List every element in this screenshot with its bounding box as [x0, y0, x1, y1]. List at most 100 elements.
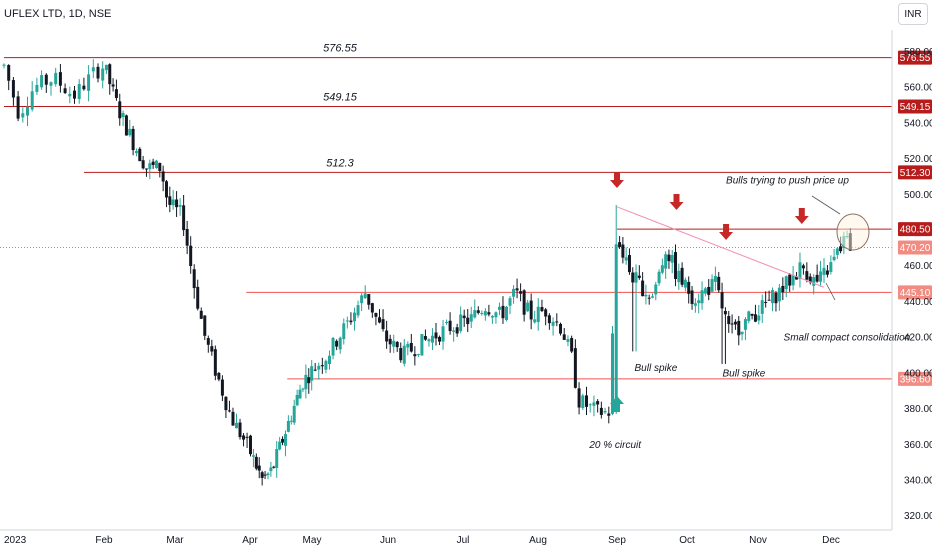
- candle-body: [91, 67, 95, 72]
- x-tick-label: Mar: [166, 535, 184, 546]
- annotation-pointer: [825, 282, 836, 301]
- candle-body: [151, 161, 155, 166]
- candle-body: [272, 466, 276, 468]
- x-tick-label: Aug: [529, 535, 547, 546]
- candle-body: [210, 346, 214, 352]
- current-price-tag-text: 470.20: [900, 243, 931, 254]
- candle-body: [822, 267, 826, 275]
- candle-body: [647, 297, 651, 299]
- candle-body: [68, 93, 72, 97]
- candle-body: [154, 160, 158, 169]
- candle-body: [345, 320, 349, 322]
- candle-body: [245, 436, 249, 438]
- candle-body: [54, 72, 58, 85]
- candle-body: [515, 288, 519, 291]
- candle-body: [385, 330, 389, 342]
- candle-body: [420, 334, 424, 356]
- candle-body: [788, 274, 792, 286]
- x-tick-label: Dec: [822, 535, 840, 546]
- chart-title: UFLEX LTD, 1D, NSE: [4, 8, 111, 20]
- candle-body: [161, 171, 165, 182]
- candle-body: [660, 265, 664, 273]
- x-tick-label: Feb: [95, 535, 113, 546]
- candle-body: [248, 435, 252, 455]
- price-tag: [898, 99, 932, 114]
- candle-body: [335, 340, 339, 347]
- candle-body: [508, 298, 512, 306]
- candle-body: [566, 339, 570, 342]
- y-tick-label: 520.00: [904, 154, 932, 165]
- candle-body: [703, 288, 707, 294]
- candle-body: [551, 321, 555, 326]
- candle-body: [562, 334, 566, 340]
- candle-body: [388, 338, 392, 345]
- candle-body: [182, 205, 186, 231]
- candle-body: [505, 306, 508, 320]
- candle-body: [791, 275, 795, 286]
- price-tag: [898, 285, 932, 300]
- candle-body: [409, 342, 413, 352]
- y-tick-label: 560.00: [904, 83, 932, 94]
- candle-body: [124, 115, 128, 136]
- candle-body: [835, 248, 839, 255]
- candle-body: [760, 300, 764, 314]
- candle-body: [114, 89, 118, 98]
- candle-body: [512, 288, 516, 297]
- consolidation-circle: [836, 213, 870, 251]
- candle-body: [307, 377, 311, 384]
- candle-body: [677, 270, 681, 283]
- candle-body: [466, 317, 470, 325]
- y-tick-label: 580.00: [904, 47, 932, 58]
- candle-body: [644, 294, 648, 297]
- candle-body: [494, 312, 498, 318]
- candle-body: [349, 320, 353, 323]
- candle-body: [631, 272, 635, 283]
- candle-body: [819, 271, 823, 282]
- candle-body: [480, 312, 484, 314]
- candle-body: [697, 300, 701, 304]
- candle-body: [87, 74, 91, 91]
- y-tick-label: 460.00: [904, 261, 932, 272]
- candle-body: [434, 332, 438, 339]
- candle-body: [540, 306, 544, 312]
- candle-body: [618, 242, 622, 247]
- candle-body: [430, 335, 434, 343]
- candle-body: [269, 467, 273, 472]
- candle-body: [637, 275, 641, 278]
- candle-body: [526, 302, 530, 312]
- annotation-text: Bulls trying to push price up: [726, 176, 849, 187]
- x-tick-label: 2023: [4, 535, 27, 546]
- candle-body: [224, 396, 228, 411]
- candle-body: [730, 323, 734, 325]
- candle-body: [192, 269, 196, 289]
- candle-body: [131, 128, 135, 151]
- candle-body: [710, 279, 714, 292]
- y-tick-label: 320.00: [904, 511, 932, 522]
- candle-body: [670, 255, 674, 263]
- candle-body: [35, 84, 39, 92]
- candle-body: [462, 315, 466, 319]
- candle-body: [693, 303, 697, 306]
- candle-body: [815, 274, 819, 282]
- candle-body: [839, 246, 843, 252]
- candle-body: [829, 262, 833, 272]
- currency-button[interactable]: INR: [898, 3, 928, 25]
- candle-body: [607, 413, 611, 416]
- candle-body: [483, 311, 487, 316]
- candle-body: [298, 389, 302, 399]
- candle-body: [199, 310, 203, 319]
- price-tag-text: 396.60: [900, 374, 931, 385]
- candle-body: [263, 474, 267, 476]
- candle-body: [667, 254, 671, 262]
- candle-body: [2, 64, 6, 66]
- price-tag: [898, 222, 932, 237]
- candle-body: [40, 75, 44, 88]
- candle-body: [96, 66, 100, 79]
- candle-body: [324, 360, 328, 370]
- candle-body: [771, 290, 775, 304]
- candle-body: [416, 354, 420, 356]
- candle-body: [501, 305, 505, 319]
- candle-body: [621, 244, 625, 258]
- candle-body: [283, 434, 287, 446]
